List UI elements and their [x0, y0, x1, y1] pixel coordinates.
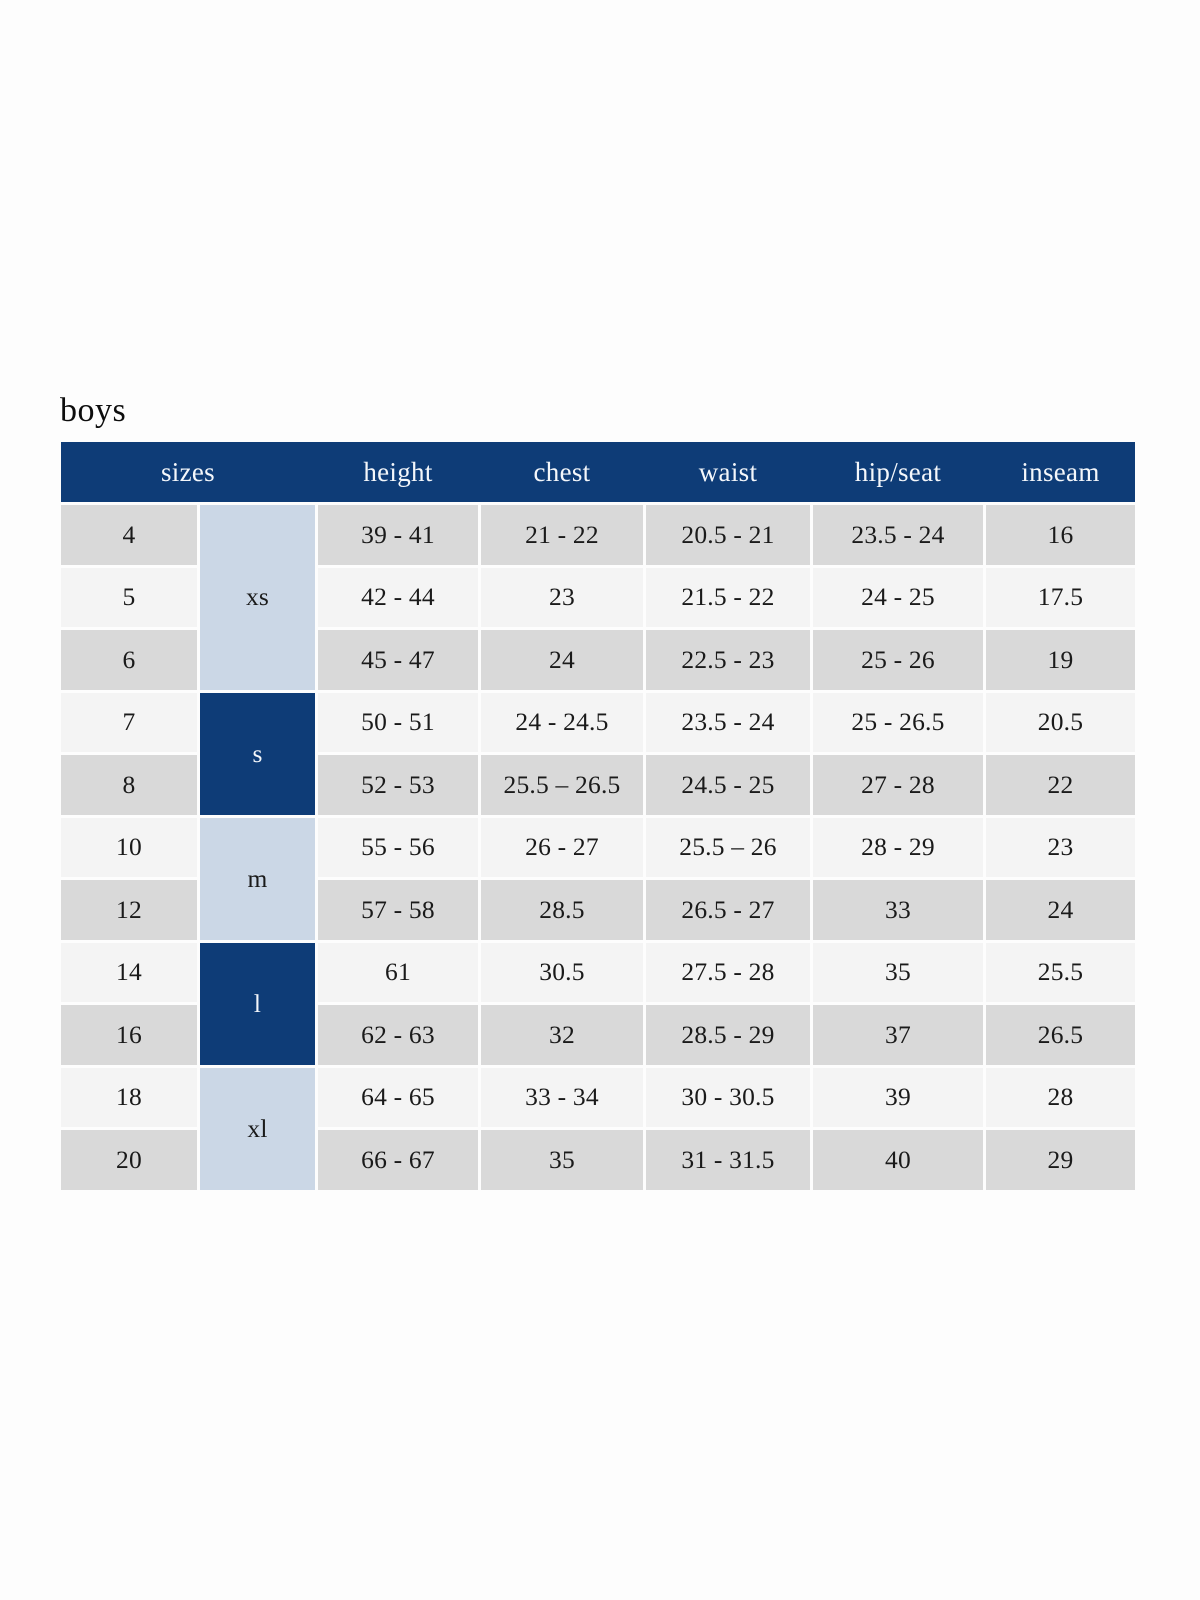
cell-waist: 24.5 - 25 [646, 755, 810, 815]
cell-inseam: 25.5 [986, 942, 1135, 1002]
cell-size: 8 [61, 755, 197, 815]
cell-size: 6 [61, 630, 197, 690]
cell-height: 42 - 44 [318, 567, 478, 627]
cell-inseam: 23 [986, 817, 1135, 877]
cell-size: 14 [61, 942, 197, 1002]
cell-waist: 25.5 – 26 [646, 817, 810, 877]
cell-chest: 35 [481, 1130, 643, 1190]
cell-size: 4 [61, 505, 197, 565]
cell-chest: 26 - 27 [481, 817, 643, 877]
cell-size: 7 [61, 692, 197, 752]
cell-chest: 28.5 [481, 880, 643, 940]
size-chart: sizes height chest waist hip/seat inseam… [61, 442, 1135, 1190]
table-header-row: sizes height chest waist hip/seat inseam [61, 442, 1135, 502]
cell-inseam: 28 [986, 1067, 1135, 1127]
cell-hip-seat: 40 [813, 1130, 983, 1190]
cell-inseam: 20.5 [986, 692, 1135, 752]
cell-chest: 33 - 34 [481, 1067, 643, 1127]
cell-inseam: 19 [986, 630, 1135, 690]
header-cell-hip-seat: hip/seat [854, 456, 942, 487]
cell-hip-seat: 25 - 26 [813, 630, 983, 690]
cell-height: 64 - 65 [318, 1067, 478, 1127]
group-cell-xs: xs [200, 505, 315, 690]
cell-height: 66 - 67 [318, 1130, 478, 1190]
cell-hip-seat: 33 [813, 880, 983, 940]
header-cell-sizes: sizes [161, 456, 215, 487]
cell-waist: 23.5 - 24 [646, 692, 810, 752]
cell-height: 57 - 58 [318, 880, 478, 940]
cell-inseam: 22 [986, 755, 1135, 815]
cell-hip-seat: 27 - 28 [813, 755, 983, 815]
cell-chest: 24 - 24.5 [481, 692, 643, 752]
cell-hip-seat: 39 [813, 1067, 983, 1127]
cell-hip-seat: 35 [813, 942, 983, 1002]
cell-size: 16 [61, 1005, 197, 1065]
cell-waist: 26.5 - 27 [646, 880, 810, 940]
cell-size: 5 [61, 567, 197, 627]
cell-height: 62 - 63 [318, 1005, 478, 1065]
cell-size: 12 [61, 880, 197, 940]
cell-waist: 27.5 - 28 [646, 942, 810, 1002]
cell-height: 45 - 47 [318, 630, 478, 690]
page-title: boys [60, 392, 127, 429]
cell-chest: 32 [481, 1005, 643, 1065]
cell-height: 55 - 56 [318, 817, 478, 877]
cell-hip-seat: 23.5 - 24 [813, 505, 983, 565]
cell-hip-seat: 28 - 29 [813, 817, 983, 877]
cell-height: 50 - 51 [318, 692, 478, 752]
cell-chest: 21 - 22 [481, 505, 643, 565]
cell-height: 39 - 41 [318, 505, 478, 565]
cell-inseam: 26.5 [986, 1005, 1135, 1065]
cell-inseam: 29 [986, 1130, 1135, 1190]
cell-waist: 21.5 - 22 [646, 567, 810, 627]
cell-height: 52 - 53 [318, 755, 478, 815]
cell-size: 10 [61, 817, 197, 877]
group-cell-m: m [200, 817, 315, 940]
cell-chest: 30.5 [481, 942, 643, 1002]
cell-size: 20 [61, 1130, 197, 1190]
group-cell-s: s [200, 692, 315, 815]
cell-waist: 31 - 31.5 [646, 1130, 810, 1190]
cell-chest: 23 [481, 567, 643, 627]
cell-waist: 28.5 - 29 [646, 1005, 810, 1065]
cell-inseam: 17.5 [986, 567, 1135, 627]
cell-waist: 22.5 - 23 [646, 630, 810, 690]
cell-hip-seat: 24 - 25 [813, 567, 983, 627]
cell-chest: 24 [481, 630, 643, 690]
header-cell-inseam: inseam [1021, 456, 1100, 487]
cell-height: 61 [318, 942, 478, 1002]
group-cell-l: l [200, 942, 315, 1065]
header-cell-waist: waist [698, 456, 758, 487]
cell-inseam: 16 [986, 505, 1135, 565]
cell-chest: 25.5 – 26.5 [481, 755, 643, 815]
cell-hip-seat: 37 [813, 1005, 983, 1065]
cell-waist: 30 - 30.5 [646, 1067, 810, 1127]
cell-waist: 20.5 - 21 [646, 505, 810, 565]
cell-inseam: 24 [986, 880, 1135, 940]
group-cell-xl: xl [200, 1067, 315, 1190]
header-cell-height: height [363, 456, 433, 487]
cell-hip-seat: 25 - 26.5 [813, 692, 983, 752]
header-cell-chest: chest [533, 456, 591, 487]
cell-size: 18 [61, 1067, 197, 1127]
